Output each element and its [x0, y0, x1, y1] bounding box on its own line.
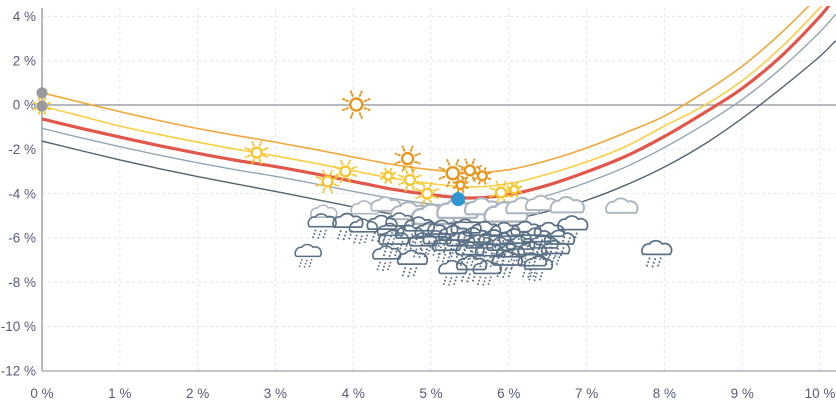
- y-tick-label: -4 %: [8, 186, 36, 201]
- y-tick-label: -2 %: [8, 142, 36, 157]
- rain-cloud-icon[interactable]: [422, 230, 453, 256]
- x-tick-label: 5 %: [419, 386, 442, 401]
- sun-icon[interactable]: [378, 166, 398, 186]
- rain-cloud-icon[interactable]: [641, 239, 673, 268]
- y-tick-label: -10 %: [1, 319, 36, 334]
- sun-icon[interactable]: [398, 168, 422, 192]
- x-tick-label: 10 %: [805, 386, 836, 401]
- y-tick-label: -12 %: [1, 364, 36, 379]
- y-tick-label: -8 %: [8, 275, 36, 290]
- x-tick-label: 2 %: [186, 386, 209, 401]
- sun-icon[interactable]: [451, 175, 470, 195]
- rain-cloud-icon[interactable]: [294, 243, 322, 268]
- rain-cloud-icon[interactable]: [396, 249, 429, 278]
- sun-icon[interactable]: [342, 90, 371, 119]
- rain-cloud-icon[interactable]: [523, 255, 554, 282]
- y-tick-label: 0 %: [13, 98, 36, 113]
- rain-cloud-icon[interactable]: [469, 220, 502, 249]
- x-tick-label: 6 %: [497, 386, 520, 401]
- rain-cloud-icon[interactable]: [457, 226, 491, 257]
- rain-cloud-icon[interactable]: [491, 250, 524, 279]
- start-dot[interactable]: [36, 100, 48, 112]
- sun-icon[interactable]: [333, 159, 358, 184]
- sun-icon[interactable]: [504, 180, 524, 200]
- rain-cloud-icon[interactable]: [438, 259, 468, 286]
- x-tick-label: 3 %: [264, 386, 287, 401]
- sun-icon[interactable]: [315, 169, 340, 194]
- yellow-curve: [42, 6, 823, 188]
- sun-icon[interactable]: [394, 145, 421, 172]
- start-dot[interactable]: [36, 87, 48, 99]
- rain-cloud-icon[interactable]: [348, 218, 379, 245]
- sun-icon[interactable]: [415, 181, 439, 206]
- rain-cloud-icon[interactable]: [372, 245, 402, 272]
- rain-cloud-icon[interactable]: [495, 243, 526, 270]
- x-tick-label: 8 %: [653, 386, 676, 401]
- y-tick-label: 2 %: [13, 53, 36, 68]
- highlight-dot[interactable]: [451, 192, 466, 207]
- rain-cloud-icon[interactable]: [307, 213, 337, 239]
- sun-icon[interactable]: [244, 140, 269, 165]
- red-curve: [42, 6, 831, 200]
- rain-cloud-icon[interactable]: [332, 212, 364, 241]
- rain-cloud-icon[interactable]: [472, 259, 502, 286]
- rain-cloud-icon[interactable]: [533, 221, 566, 250]
- sun-icon[interactable]: [471, 165, 493, 187]
- x-tick-label: 9 %: [731, 386, 754, 401]
- cloud-icon[interactable]: [605, 197, 639, 214]
- y-tick-label: -6 %: [8, 231, 36, 246]
- cloud-icon[interactable]: [549, 196, 585, 214]
- x-tick-label: 4 %: [342, 386, 365, 401]
- x-tick-label: 0 %: [30, 386, 53, 401]
- cloud-icon[interactable]: [310, 204, 338, 218]
- x-tick-label: 1 %: [108, 386, 131, 401]
- y-tick-label: 4 %: [13, 9, 36, 24]
- x-tick-label: 7 %: [575, 386, 598, 401]
- rain-cloud-icon[interactable]: [366, 214, 398, 243]
- rain-cloud-icon[interactable]: [543, 229, 576, 258]
- rain-cloud-icon[interactable]: [557, 215, 589, 243]
